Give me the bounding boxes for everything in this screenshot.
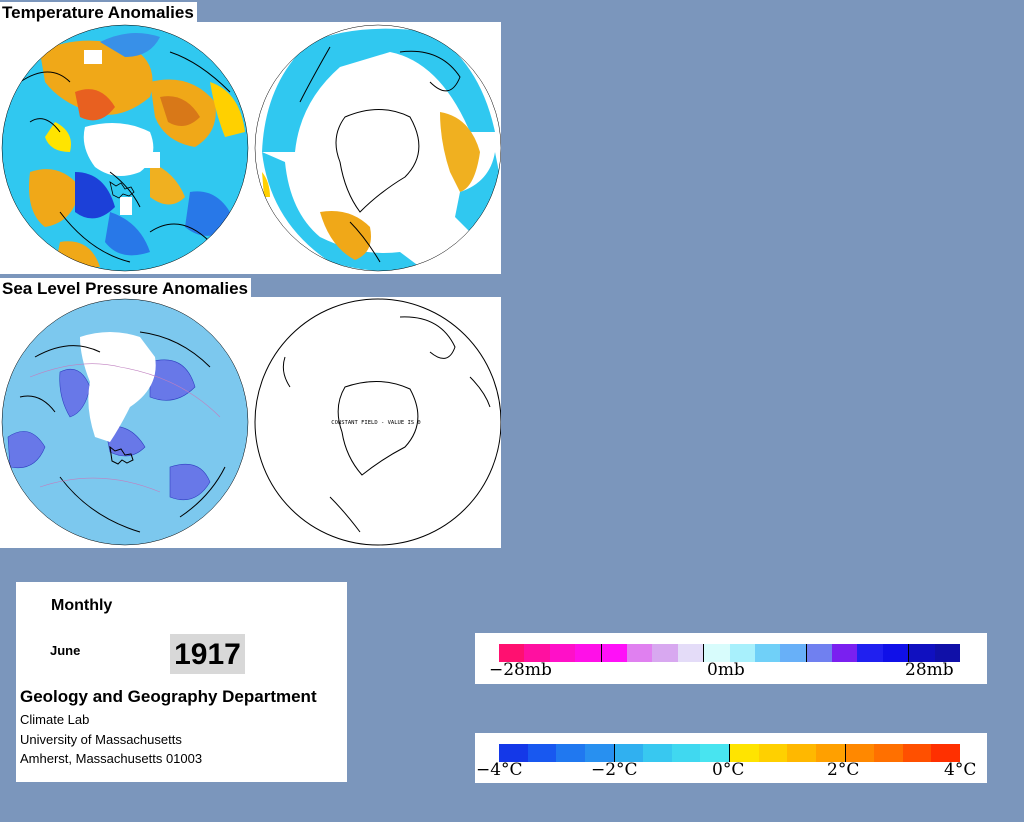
temperature-legend: −4°C −2°C 0°C 2°C 4°C	[475, 733, 987, 783]
temperature-label-4: 4°C	[944, 760, 977, 780]
pressure-swatch	[626, 644, 653, 662]
pressure-north-hemisphere	[1, 298, 249, 546]
university-name: University of Massachusetts	[20, 732, 182, 747]
temperature-title: Temperature Anomalies	[0, 2, 197, 23]
temperature-swatch	[613, 744, 644, 762]
period-label: Monthly	[51, 597, 113, 614]
pressure-label-min: −28mb	[489, 660, 552, 680]
pressure-swatch	[652, 644, 678, 662]
temperature-north-hemisphere	[1, 24, 249, 272]
pressure-legend: −28mb 0mb 28mb	[475, 633, 987, 684]
temperature-label-m2: −2°C	[591, 760, 638, 780]
temperature-swatch	[499, 744, 528, 762]
temperature-swatch	[671, 744, 701, 762]
constant-field-note: CONSTANT FIELD - VALUE IS 0	[331, 420, 420, 426]
pressure-swatch	[677, 644, 704, 662]
temperature-swatch	[700, 744, 729, 762]
temperature-swatch	[844, 744, 875, 762]
pressure-swatch	[754, 644, 781, 662]
temperature-label-0: 0°C	[712, 760, 745, 780]
pressure-swatch	[600, 644, 627, 662]
temperature-swatch	[787, 744, 816, 762]
pressure-swatch	[549, 644, 576, 662]
temperature-swatch	[584, 744, 614, 762]
pressure-title: Sea Level Pressure Anomalies	[0, 278, 252, 299]
pressure-label-max: 28mb	[905, 660, 954, 680]
pressure-map-panel: CONSTANT FIELD - VALUE IS 0	[0, 297, 501, 548]
temperature-label-2: 2°C	[827, 760, 860, 780]
pressure-swatch	[499, 644, 525, 662]
temperature-swatch	[931, 744, 960, 762]
info-box: Monthly June 1917 Geology and Geography …	[16, 582, 347, 782]
temperature-label-m4: −4°C	[476, 760, 523, 780]
pressure-label-zero: 0mb	[707, 660, 745, 680]
pressure-swatch	[703, 644, 730, 662]
pressure-swatch	[934, 644, 961, 662]
temperature-swatch	[643, 744, 672, 762]
pressure-swatch	[805, 644, 833, 662]
temperature-swatch	[874, 744, 903, 762]
pressure-swatch	[908, 644, 935, 662]
pressure-swatch	[832, 644, 858, 662]
temperature-color-bar	[499, 744, 960, 762]
month-label: June	[50, 643, 81, 658]
address: Amherst, Massachusetts 01003	[20, 751, 203, 766]
temperature-swatch	[556, 744, 585, 762]
pressure-swatch	[575, 644, 601, 662]
temperature-south-hemisphere	[254, 24, 501, 272]
pressure-swatch	[780, 644, 806, 662]
department-name: Geology and Geography Department	[20, 687, 317, 706]
pressure-swatch	[729, 644, 755, 662]
lab-name: Climate Lab	[20, 712, 90, 727]
pressure-swatch	[882, 644, 909, 662]
temperature-swatch	[729, 744, 759, 762]
pressure-south-hemisphere: CONSTANT FIELD - VALUE IS 0	[254, 298, 501, 546]
pressure-swatch	[524, 644, 550, 662]
temperature-swatch	[758, 744, 788, 762]
year-display: 1917	[170, 634, 245, 674]
pressure-color-bar	[499, 644, 961, 662]
temperature-swatch	[527, 744, 557, 762]
temperature-swatch	[902, 744, 932, 762]
temperature-swatch	[815, 744, 845, 762]
pressure-swatch	[857, 644, 883, 662]
temperature-map-panel	[0, 22, 501, 274]
